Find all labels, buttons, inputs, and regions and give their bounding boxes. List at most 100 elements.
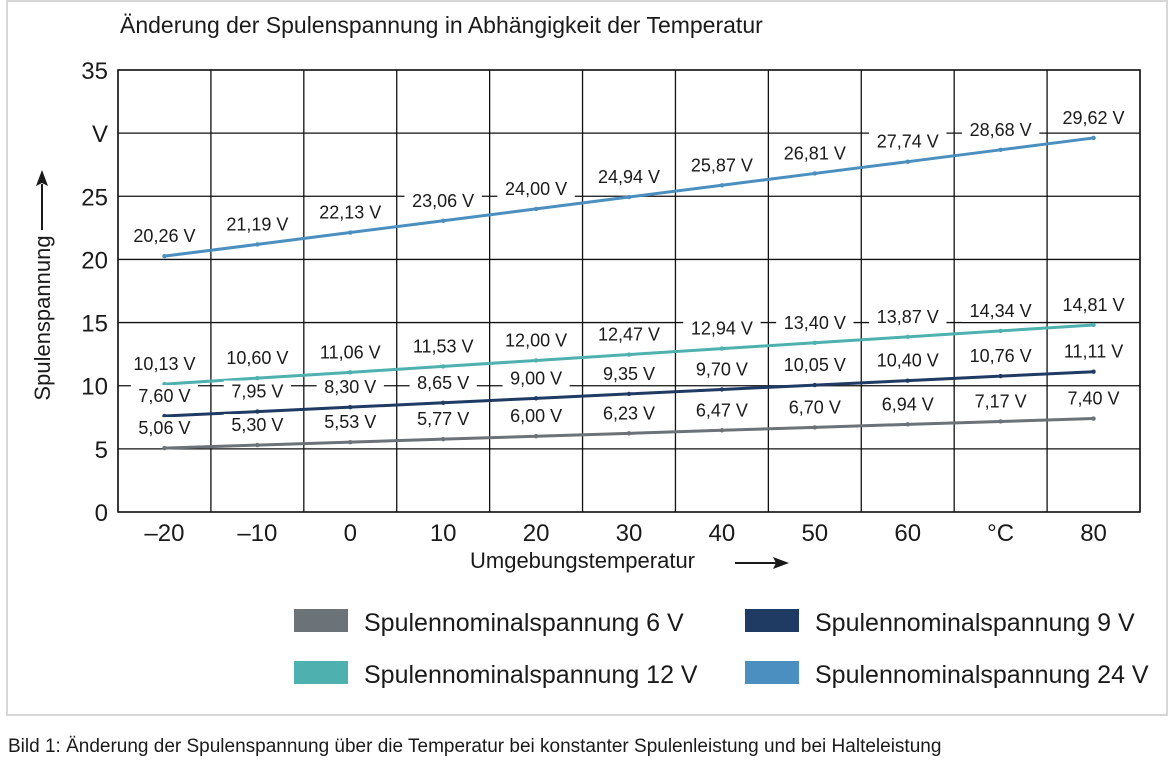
data-label-group: 8,65 V (409, 371, 477, 394)
data-label-bg (1054, 293, 1133, 316)
data-label-bg (683, 317, 761, 340)
data-label-bg (869, 349, 947, 372)
y-tick-label: 15 (81, 311, 108, 338)
data-label-bg (125, 225, 204, 248)
data-label-bg (218, 213, 297, 236)
data-label-group: 7,95 V (223, 380, 291, 403)
legend-label: Spulennominalspannung 24 V (815, 661, 1149, 689)
data-label-bg (776, 354, 854, 377)
data-label-bg (1054, 106, 1133, 129)
data-label-group: 5,53 V (316, 411, 384, 434)
data-label-group: 11,11 V (1054, 340, 1133, 363)
data-label: 23,06 V (412, 191, 474, 211)
data-label-bg (869, 130, 947, 153)
data-label-bg (316, 411, 384, 434)
data-point (255, 242, 260, 247)
data-point (812, 171, 818, 176)
y-tick-label: 10 (81, 374, 108, 401)
data-point (905, 334, 910, 340)
data-point (348, 439, 353, 445)
data-point (998, 147, 1003, 153)
data-point (998, 373, 1003, 379)
data-label: 10,60 V (226, 348, 288, 368)
data-label-group: 7,60 V (130, 385, 199, 408)
data-point (348, 230, 353, 235)
data-label: 6,70 V (789, 397, 841, 417)
legend-item: Spulennominalspannung 24 V (745, 661, 1149, 689)
series-lines (162, 135, 1096, 451)
data-label: 7,95 V (231, 382, 283, 402)
data-label-group: 9,00 V (502, 367, 570, 390)
data-point (348, 404, 353, 410)
data-label-group: 6,70 V (781, 396, 849, 419)
data-label: 8,30 V (324, 377, 376, 397)
data-point (533, 396, 539, 401)
data-label-group: 14,81 V (1054, 293, 1133, 316)
data-label-bg (130, 385, 199, 408)
data-label-bg (776, 311, 854, 334)
y-tick-label: 20 (81, 247, 108, 274)
data-label: 12,94 V (691, 319, 753, 339)
data-label-bg (409, 371, 477, 394)
x-tick-label: 10 (430, 520, 457, 547)
chart: Änderung der Spulenspannung in Abhängigk… (30, 12, 1149, 689)
x-axis-label: Umgebungstemperatur (470, 548, 695, 573)
data-point (1091, 416, 1096, 421)
data-point (719, 183, 725, 188)
data-point (162, 445, 167, 451)
data-point (533, 206, 539, 212)
data-label-group: 13,40 V (776, 311, 854, 334)
data-label: 11,06 V (320, 342, 381, 362)
data-label-bg (311, 201, 389, 224)
data-label-group: 10,13 V (125, 353, 204, 376)
data-label-group: 5,06 V (130, 417, 199, 440)
data-label-group: 5,77 V (409, 408, 477, 431)
data-point (626, 352, 632, 357)
data-label-bg (688, 399, 756, 422)
data-label-bg (1054, 340, 1133, 363)
data-label-group: 6,94 V (874, 393, 942, 416)
data-point (255, 442, 260, 448)
data-label-bg (869, 305, 947, 328)
data-labels: 5,06 V 5,30 V 5,53 V 5,77 V 6,00 V 6,23 V 6,47… (125, 106, 1133, 440)
data-label-group: 24,00 V (497, 177, 575, 200)
legend-item: Spulennominalspannung 9 V (745, 609, 1135, 637)
y-tick-label: 0 (95, 500, 108, 527)
data-label-group: 10,60 V (218, 347, 297, 370)
data-label-group: 10,05 V (776, 354, 854, 377)
data-label: 11,11 V (1064, 342, 1123, 362)
data-point (626, 194, 632, 200)
legend-label: Spulennominalspannung 6 V (364, 609, 684, 637)
plot-border (117, 69, 1141, 513)
data-label-group: 12,47 V (590, 323, 668, 346)
data-label: 7,60 V (138, 386, 190, 406)
data-label-bg (781, 396, 849, 419)
x-tick-label: 50 (801, 520, 828, 547)
data-point (812, 340, 818, 345)
data-point (440, 218, 446, 223)
data-label: 5,53 V (324, 412, 376, 432)
data-label: 10,13 V (133, 354, 195, 374)
data-label: 10,05 V (784, 355, 846, 375)
data-label: 5,77 V (417, 409, 469, 429)
data-label-bg (590, 166, 668, 189)
legend-label: Spulennominalspannung 12 V (364, 661, 698, 689)
data-point (1091, 322, 1096, 328)
data-label-group: 5,30 V (223, 414, 291, 437)
data-point (905, 159, 910, 164)
y-axis-label: Spulenspannung (30, 235, 55, 400)
data-label-group: 28,68 V (961, 118, 1040, 141)
data-label: 21,19 V (226, 214, 288, 234)
data-point (533, 358, 539, 363)
data-point (440, 436, 446, 442)
data-label-bg (223, 414, 291, 437)
data-point (1091, 135, 1096, 141)
data-label: 26,81 V (784, 143, 846, 163)
data-label-group: 8,30 V (316, 376, 384, 399)
data-label-group: 26,81 V (776, 142, 854, 165)
data-label-bg (502, 367, 570, 390)
data-label: 13,87 V (877, 307, 939, 327)
data-label: 12,47 V (598, 325, 660, 345)
legend-swatch (294, 609, 348, 632)
data-label: 22,13 V (319, 203, 381, 223)
